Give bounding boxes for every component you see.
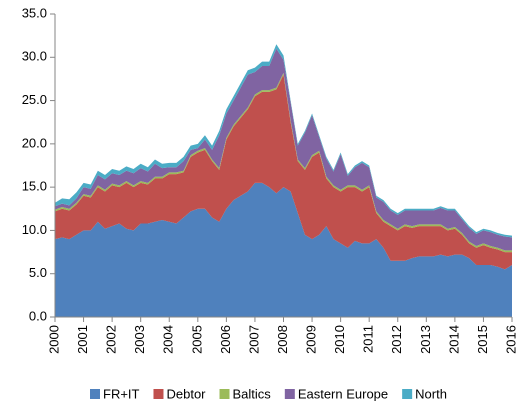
area — [55, 182, 512, 317]
y-tick-label: 0.0 — [29, 308, 47, 323]
x-tick-label: 2001 — [75, 325, 90, 354]
area — [55, 74, 512, 270]
legend-label: FR+IT — [103, 386, 140, 401]
area — [55, 48, 512, 251]
x-tick-label: 2007 — [246, 325, 261, 354]
legend-swatch — [284, 389, 295, 399]
legend-label: North — [415, 386, 447, 401]
y-tick-label: 30.0 — [22, 49, 47, 64]
legend-label: Baltics — [233, 386, 272, 401]
y-tick-label: 15.0 — [22, 179, 47, 194]
x-tick-label: 2009 — [304, 325, 319, 354]
x-tick-label: 2006 — [218, 325, 233, 354]
x-tick-label: 2016 — [503, 325, 518, 354]
x-tick-label: 2004 — [161, 325, 176, 354]
x-tick-label: 2011 — [361, 325, 376, 353]
x-tick-label: 2015 — [475, 325, 490, 354]
x-tick-label: 2005 — [189, 325, 204, 354]
x-tick-label: 2013 — [418, 325, 433, 354]
y-tick-label: 25.0 — [22, 92, 47, 107]
x-tick-label: 2012 — [389, 325, 404, 354]
legend-label: Debtor — [166, 386, 206, 401]
x-tick-label: 2000 — [46, 325, 61, 354]
y-tick-label: 35.0 — [22, 5, 47, 20]
y-tick-label: 20.0 — [22, 135, 47, 150]
legend-swatch — [153, 389, 164, 399]
legend-label: Eastern Europe — [298, 386, 388, 401]
x-tick-label: 2002 — [104, 325, 119, 354]
x-tick-label: 2010 — [332, 325, 347, 354]
x-tick-label: 2014 — [446, 325, 461, 354]
x-tick-label: 2008 — [275, 325, 290, 354]
y-tick-label: 5.0 — [29, 265, 47, 280]
legend-swatch — [90, 389, 100, 399]
legend-swatch — [402, 389, 413, 399]
y-tick-label: 10.0 — [22, 222, 47, 237]
x-tick-label: 2003 — [132, 325, 147, 354]
legend-swatch — [219, 389, 230, 399]
